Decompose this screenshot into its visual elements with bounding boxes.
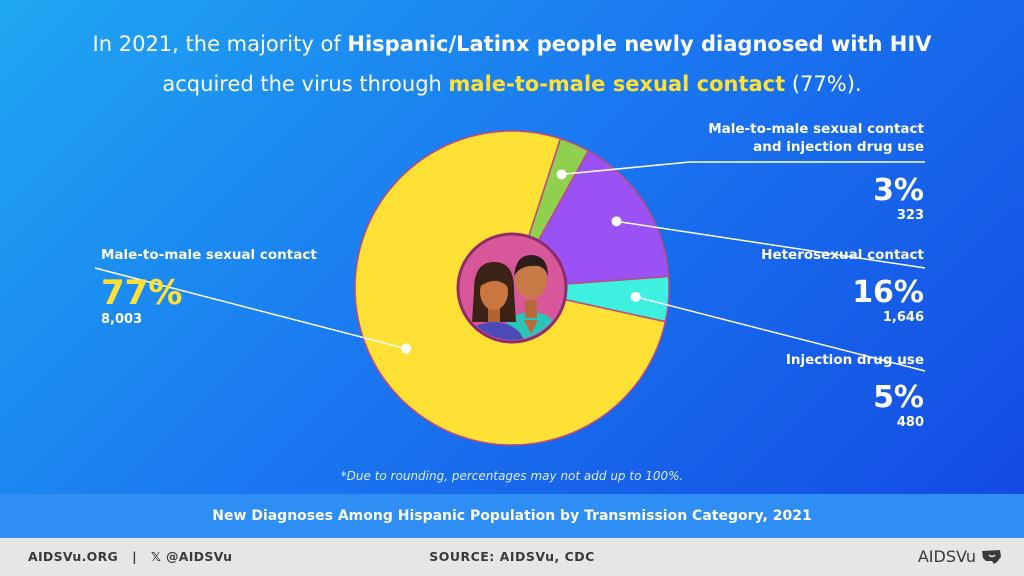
leader-line bbox=[94, 267, 407, 350]
headline-line-2: acquired the virus through male-to-male … bbox=[0, 64, 1024, 104]
us-map-icon bbox=[982, 549, 1001, 564]
headline-emphasis: Hispanic/Latinx people newly diagnosed w… bbox=[347, 32, 932, 56]
leader-line bbox=[616, 220, 926, 269]
leader-dot bbox=[611, 216, 622, 227]
chart-subtitle: New Diagnoses Among Hispanic Population … bbox=[0, 494, 1024, 538]
label-hetero: Heterosexual contact 16% 1,646 bbox=[761, 246, 924, 326]
headline-text: (77%). bbox=[785, 72, 862, 96]
label-idu-category: Injection drug use bbox=[785, 352, 924, 368]
footer-separator: | bbox=[132, 549, 137, 564]
headline-highlight: male-to-male sexual contact bbox=[448, 72, 786, 96]
headline-text: acquired the virus through bbox=[162, 72, 449, 96]
logo-text: AIDSVu bbox=[917, 547, 976, 566]
label-idu-count: 480 bbox=[896, 415, 924, 430]
headline-text: In 2021, the majority of bbox=[92, 32, 348, 56]
label-hetero-category: Heterosexual contact bbox=[761, 247, 924, 263]
footer: AIDSVu.ORG | 𝕏 @AIDSVu SOURCE: AIDSVu, C… bbox=[0, 538, 1024, 576]
leader-dot bbox=[401, 343, 412, 354]
chart-subtitle-text: New Diagnoses Among Hispanic Population … bbox=[212, 508, 812, 524]
aidsvu-logo: AIDSVu bbox=[918, 547, 1002, 566]
footer-social: AIDSVu.ORG | 𝕏 @AIDSVu bbox=[28, 549, 232, 564]
x-icon: 𝕏 bbox=[150, 549, 162, 564]
label-msm-percent: 77% bbox=[101, 273, 183, 313]
label-msm-category: Male-to-male sexual contact bbox=[101, 247, 317, 263]
label-idu: Injection drug use 5% 480 bbox=[786, 351, 924, 431]
label-msm-idu-category-line1: Male-to-male sexual contact bbox=[708, 121, 924, 137]
headline: In 2021, the majority of Hispanic/Latinx… bbox=[0, 24, 1024, 104]
label-msm-idu: Male-to-male sexual contact and injectio… bbox=[708, 120, 924, 224]
leader-lines bbox=[94, 161, 926, 372]
label-hetero-count: 1,646 bbox=[882, 310, 924, 325]
leader-line bbox=[561, 161, 925, 176]
label-msm-count: 8,003 bbox=[101, 312, 143, 327]
label-msm-idu-category-line2: and injection drug use bbox=[753, 139, 924, 155]
leader-line bbox=[635, 296, 926, 372]
leader-dot bbox=[556, 169, 567, 180]
footer-site-link[interactable]: AIDSVu.ORG bbox=[28, 549, 119, 564]
label-hetero-percent: 16% bbox=[852, 275, 924, 310]
label-msm-idu-percent: 3% bbox=[873, 173, 924, 208]
leader-dot bbox=[630, 291, 641, 302]
label-msm: Male-to-male sexual contact 77% 8,003 bbox=[101, 246, 317, 328]
rounding-note: *Due to rounding, percentages may not ad… bbox=[340, 469, 684, 483]
label-msm-idu-count: 323 bbox=[896, 208, 924, 223]
label-idu-percent: 5% bbox=[873, 380, 924, 415]
headline-line-1: In 2021, the majority of Hispanic/Latinx… bbox=[0, 24, 1024, 64]
footer-handle-link[interactable]: @AIDSVu bbox=[165, 549, 233, 564]
footer-source: SOURCE: AIDSVu, CDC bbox=[429, 549, 595, 564]
